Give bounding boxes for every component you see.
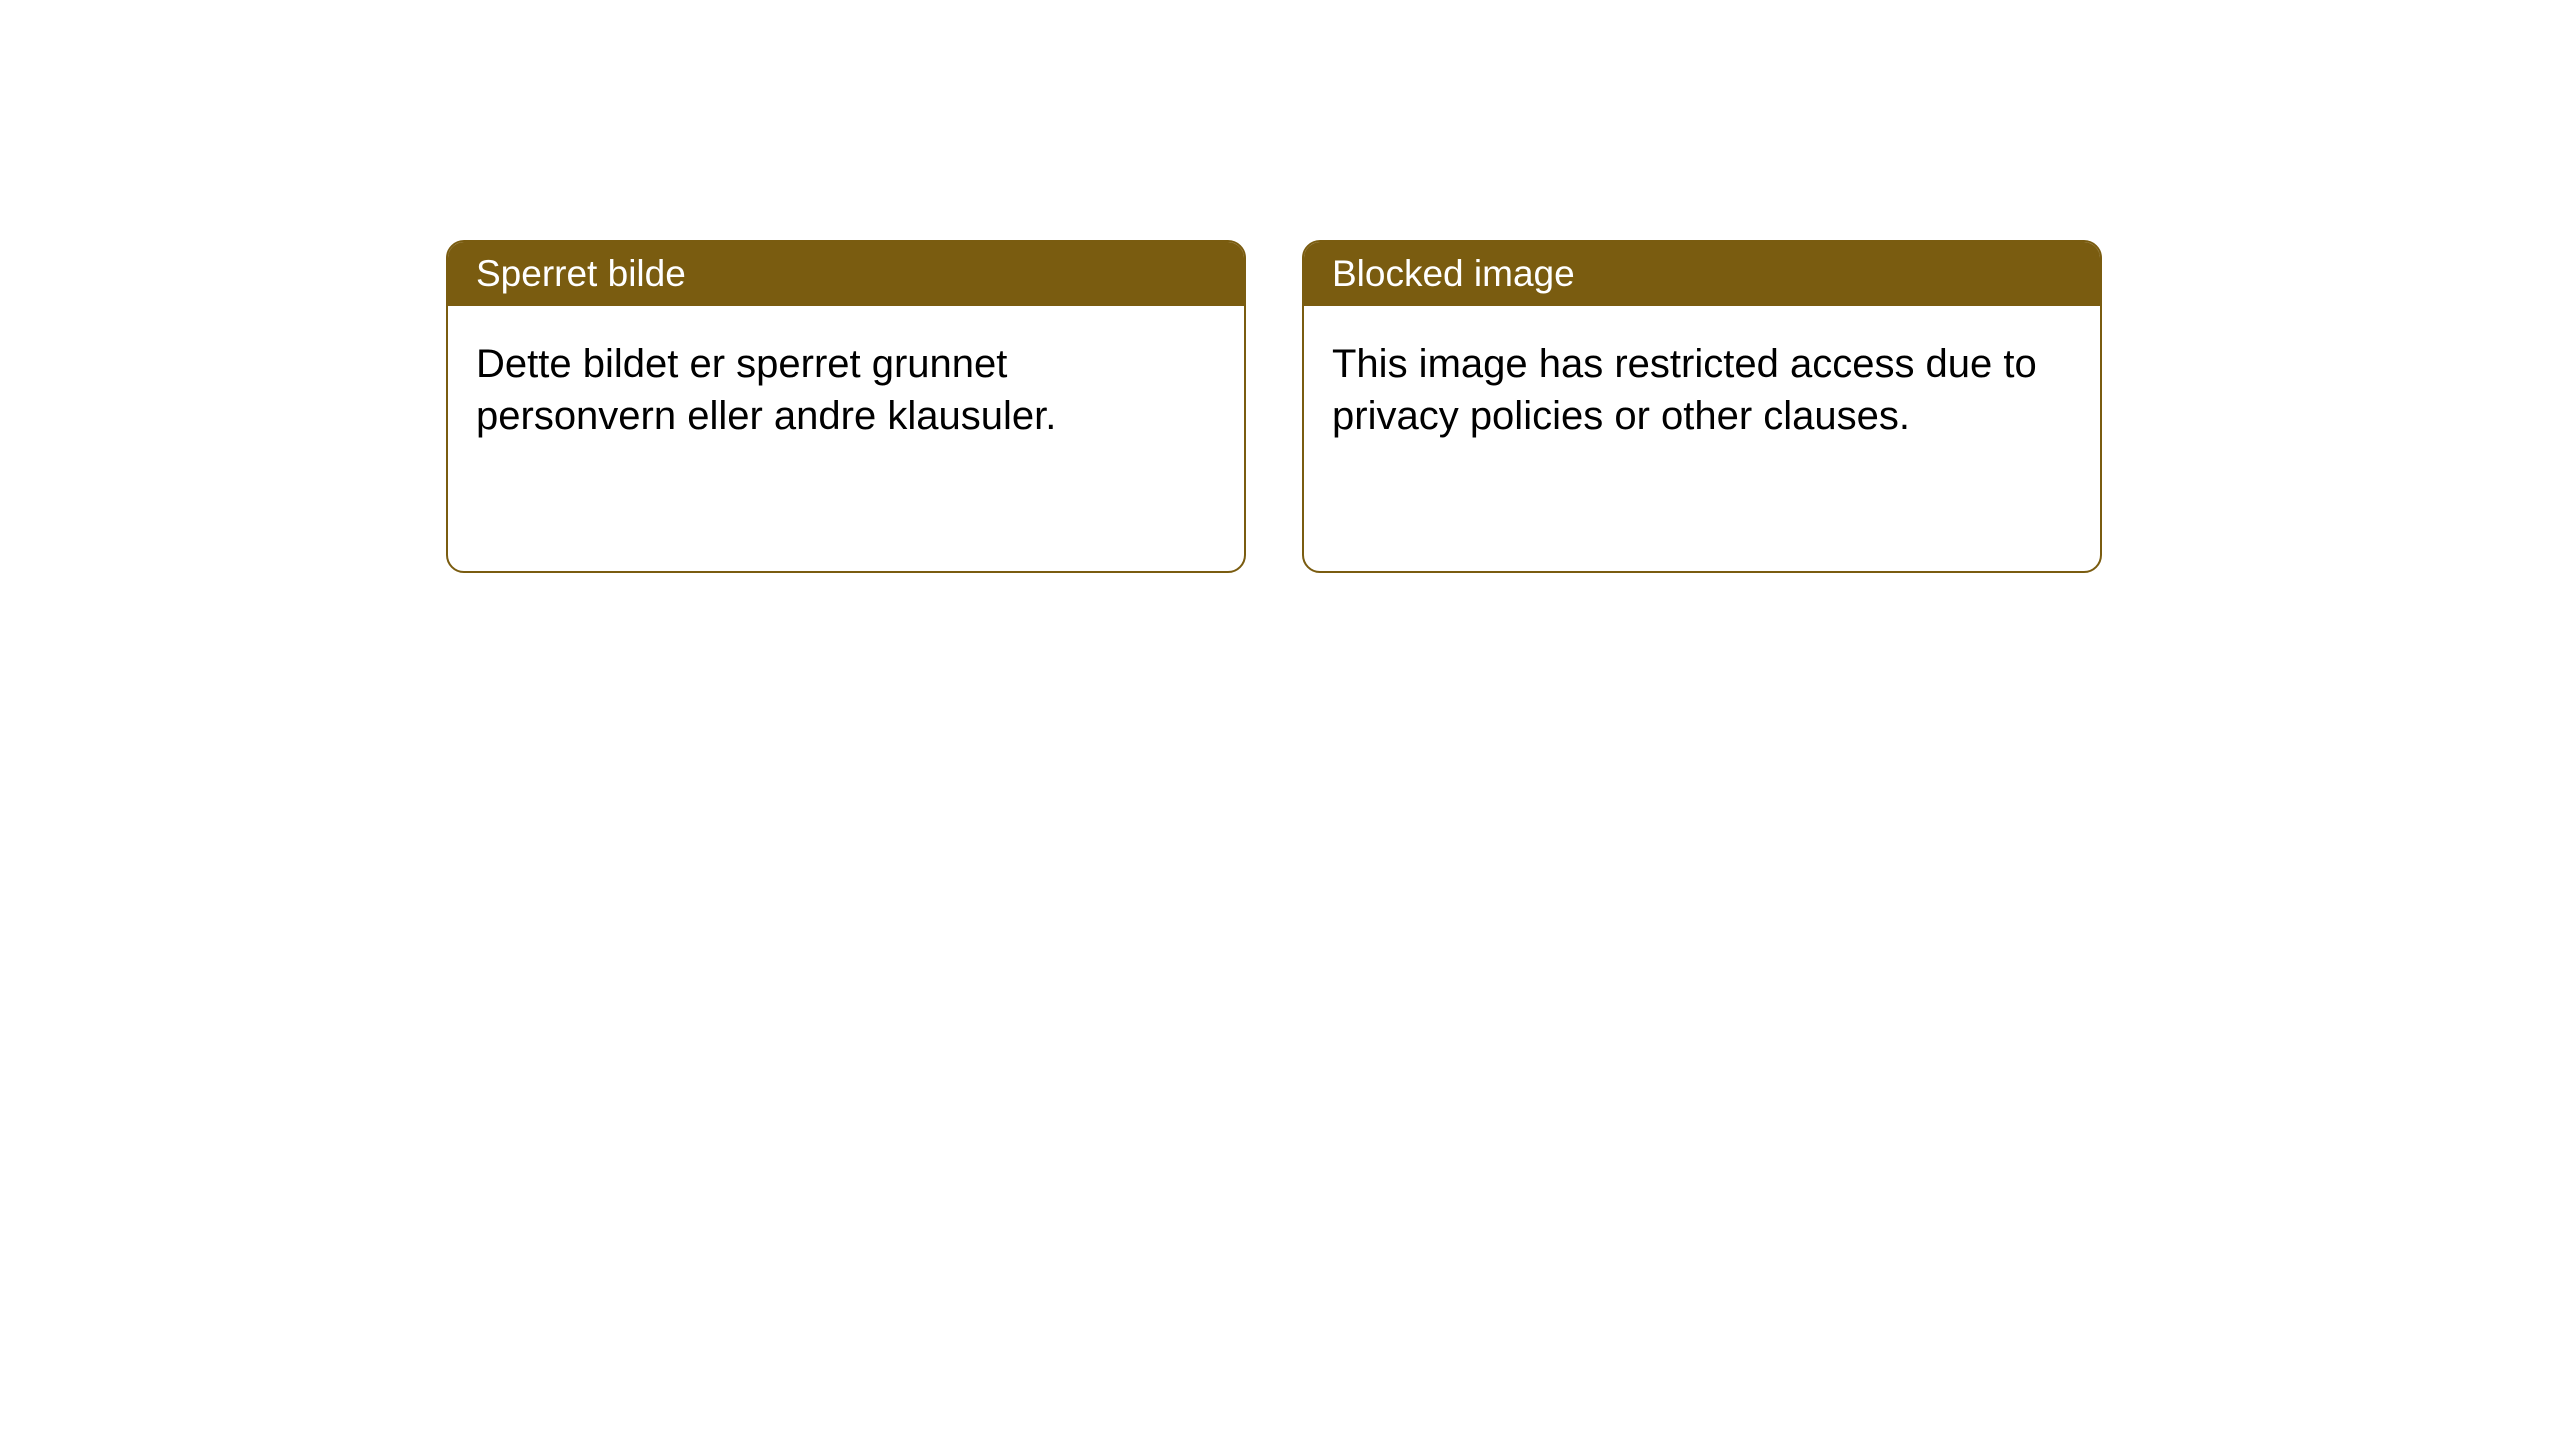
notice-card-english: Blocked image This image has restricted … [1302, 240, 2102, 573]
notice-body: Dette bildet er sperret grunnet personve… [448, 306, 1244, 474]
notice-card-norwegian: Sperret bilde Dette bildet er sperret gr… [446, 240, 1246, 573]
notice-title: Blocked image [1304, 242, 2100, 306]
notice-body: This image has restricted access due to … [1304, 306, 2100, 474]
notice-title: Sperret bilde [448, 242, 1244, 306]
notice-container: Sperret bilde Dette bildet er sperret gr… [446, 240, 2102, 573]
